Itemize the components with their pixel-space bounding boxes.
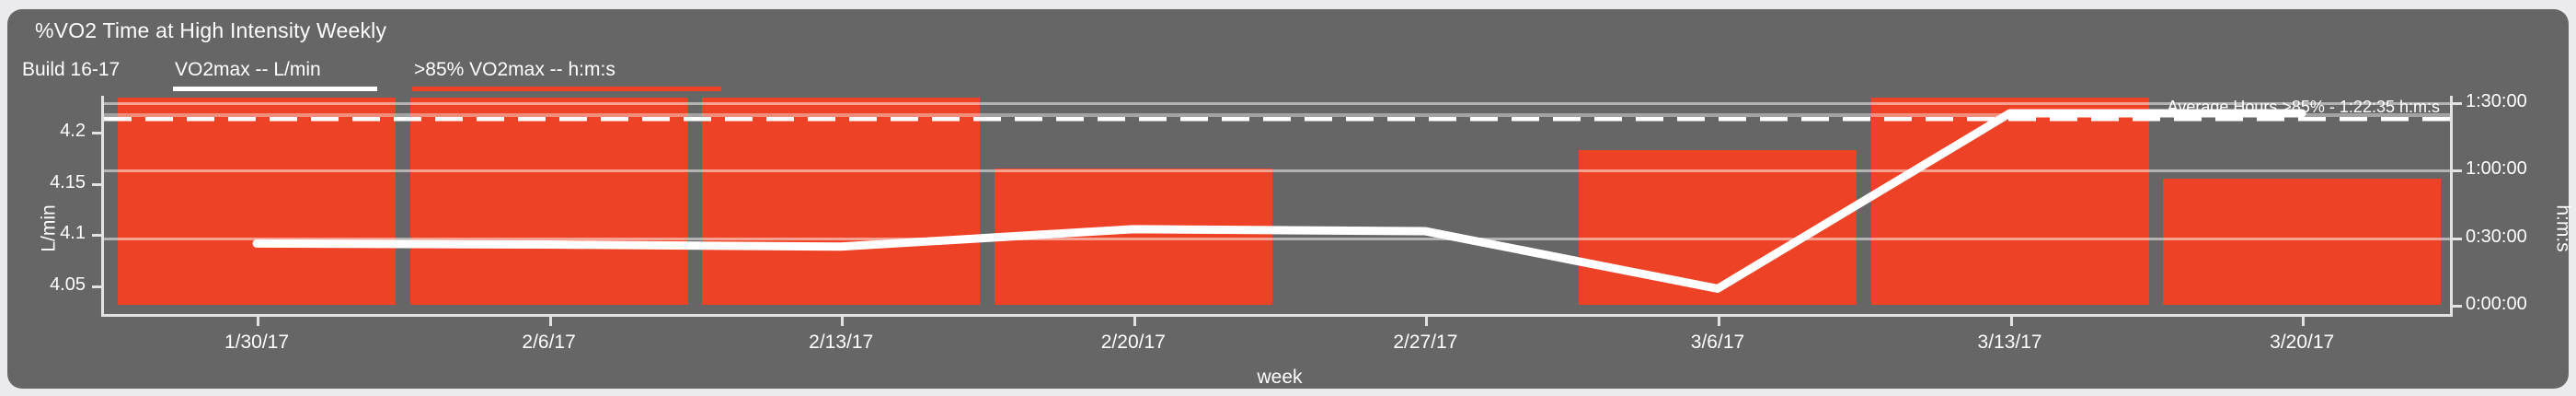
gridline-60min — [104, 169, 2450, 173]
legend-underline-vo2max — [173, 87, 377, 91]
x-axis-tick-label[interactable]: 2/20/17 — [1100, 332, 1166, 353]
left-axis-tickmark — [92, 234, 101, 238]
x-axis-tick-label[interactable]: 1/30/17 — [224, 332, 290, 353]
right-axis-line — [2450, 96, 2453, 314]
left-axis-line — [101, 96, 104, 314]
left-axis-tick-label: 4.15 — [50, 171, 86, 192]
x-axis-tickmark — [2009, 317, 2013, 326]
x-axis-tickmark — [2302, 317, 2306, 326]
x-axis-tick-label[interactable]: 2/27/17 — [1393, 332, 1458, 353]
bar-2/13/17[interactable] — [702, 98, 981, 305]
x-axis-tick-label[interactable]: 2/6/17 — [522, 332, 576, 353]
x-axis-tickmark — [841, 317, 845, 326]
bar-3/13/17[interactable] — [1870, 98, 2149, 305]
gridline-30min — [104, 237, 2450, 240]
x-axis-tick-label[interactable]: 2/13/17 — [809, 332, 874, 353]
x-axis-tickmark — [257, 317, 259, 326]
x-axis-tick-label[interactable]: 3/6/17 — [1690, 332, 1745, 353]
x-axis-tickmark — [1133, 317, 1136, 326]
bar-3/20/17[interactable] — [2163, 179, 2442, 305]
gridline-90min — [104, 102, 2450, 106]
left-axis-tickmark — [92, 182, 101, 186]
left-axis-tickmark — [92, 132, 101, 134]
x-axis-tickmark — [548, 317, 552, 326]
bottom-axis-line — [101, 314, 2453, 317]
average-annotation: Average Hours >85% - 1:22:35 h:m:s — [2167, 98, 2440, 116]
x-axis-tick-label[interactable]: 3/20/17 — [2270, 332, 2335, 353]
right-axis-tick-label: 0:00:00 — [2466, 294, 2527, 314]
x-axis-tick-label[interactable]: 3/13/17 — [1977, 332, 2042, 353]
legend-item-vo2max[interactable]: VO2max -- L/min — [175, 59, 321, 80]
left-axis-tick-label: 4.05 — [50, 274, 86, 296]
right-axis-tick-label: 1:30:00 — [2466, 91, 2527, 112]
right-axis-title: h:m:s — [2552, 204, 2574, 252]
x-axis-tickmark — [1425, 317, 1429, 326]
right-axis-tickmark — [2453, 305, 2462, 308]
left-axis-tickmark — [92, 285, 101, 289]
chart-title: %VO2 Time at High Intensity Weekly — [35, 18, 387, 42]
right-axis-tick-label: 0:30:00 — [2466, 226, 2527, 247]
right-axis-tick-label: 1:00:00 — [2466, 158, 2527, 180]
left-axis-tick-label: 4.2 — [60, 121, 86, 141]
chart-card: %VO2 Time at High Intensity Weekly Build… — [7, 9, 2574, 389]
bar-1/30/17[interactable] — [118, 98, 396, 305]
right-axis-tickmark — [2453, 102, 2462, 106]
bar-2/6/17[interactable] — [409, 98, 688, 305]
bar-3/6/17[interactable] — [1579, 150, 1857, 305]
left-axis-tick-label: 4.1 — [60, 223, 86, 244]
x-axis-title: week — [1257, 367, 1303, 388]
right-axis-tickmark — [2453, 169, 2462, 173]
build-label: Build 16-17 — [22, 59, 121, 80]
right-axis-tickmark — [2453, 237, 2462, 240]
legend-item-over85[interactable]: >85% VO2max -- h:m:s — [414, 59, 615, 80]
x-axis-tickmark — [1718, 317, 1720, 326]
legend-underline-over85 — [412, 87, 721, 91]
